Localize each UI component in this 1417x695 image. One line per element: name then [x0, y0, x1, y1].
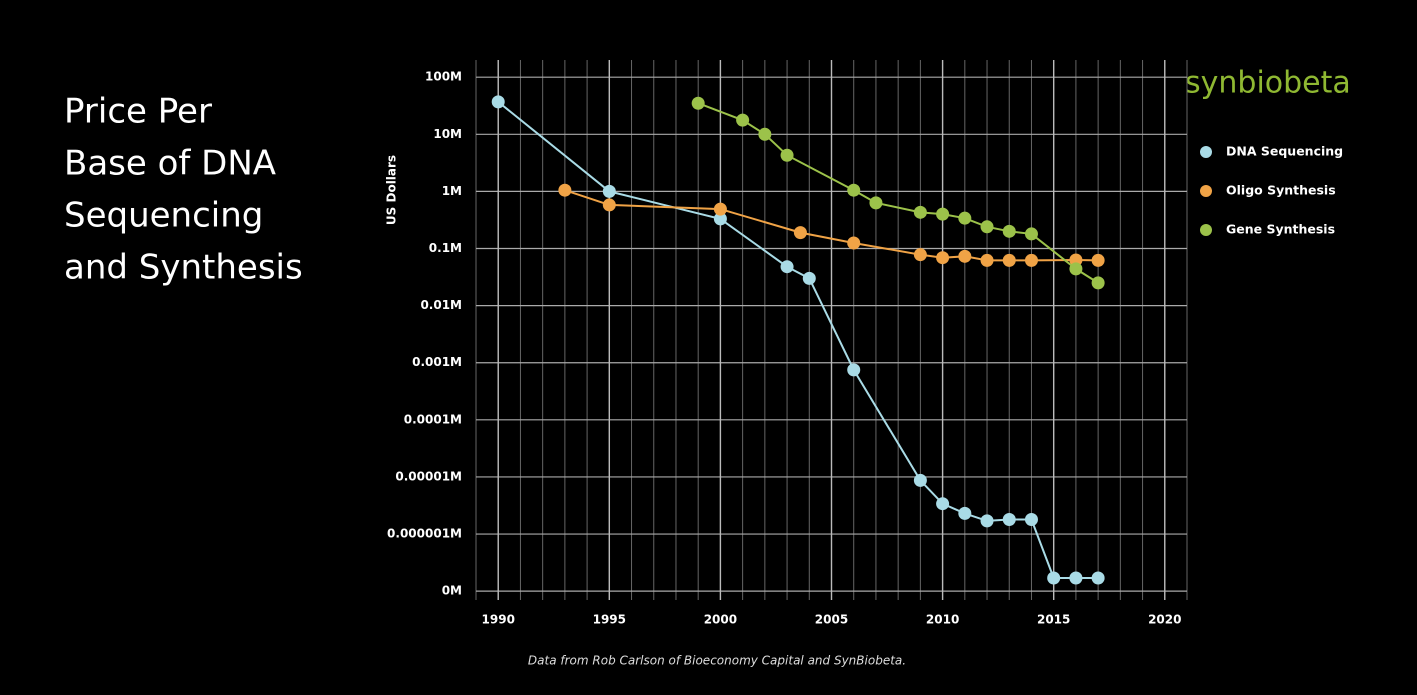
y-tick-label: 0.00001M [395, 469, 462, 483]
data-point [1047, 571, 1061, 585]
data-point [980, 253, 994, 267]
data-point [958, 506, 972, 520]
data-point [847, 363, 861, 377]
y-tick-label: 0.000001M [387, 527, 462, 541]
data-point [847, 236, 861, 250]
data-point [780, 148, 794, 162]
data-point [936, 251, 950, 265]
data-point [1002, 224, 1016, 238]
data-point [1091, 571, 1105, 585]
data-point [913, 473, 927, 487]
data-point [980, 220, 994, 234]
data-point [958, 249, 972, 263]
y-tick-label: 10M [433, 127, 462, 141]
legend-swatch [1200, 185, 1212, 197]
y-tick-label: 1M [442, 184, 462, 198]
chart-title: and Synthesis [64, 248, 303, 288]
data-point [758, 127, 772, 141]
legend-label: DNA Sequencing [1226, 144, 1343, 159]
data-point [602, 184, 616, 198]
data-point [980, 514, 994, 528]
data-point [936, 497, 950, 511]
logo: synbiobeta [1185, 66, 1351, 101]
x-tick-label: 2000 [704, 613, 737, 627]
y-tick-label: 0M [442, 584, 462, 598]
data-point [1002, 253, 1016, 267]
data-point [958, 211, 972, 225]
data-point [491, 95, 505, 109]
data-point [1069, 253, 1083, 267]
data-point [713, 212, 727, 226]
y-tick-label: 0.001M [412, 355, 462, 369]
data-point [736, 113, 750, 127]
y-tick-label: 100M [425, 70, 462, 84]
data-point [913, 205, 927, 219]
data-point [558, 183, 572, 197]
y-axis-label: US Dollars [385, 155, 399, 225]
data-point [1091, 276, 1105, 290]
data-point [1024, 253, 1038, 267]
y-tick-label: 0.0001M [404, 412, 462, 426]
data-point [1024, 512, 1038, 526]
x-tick-label: 2015 [1037, 613, 1070, 627]
chart-title: Sequencing [64, 196, 263, 236]
legend-swatch [1200, 224, 1212, 236]
data-point [780, 260, 794, 274]
legend-label: Gene Synthesis [1226, 222, 1335, 237]
x-tick-label: 2020 [1148, 613, 1181, 627]
x-tick-label: 2005 [815, 613, 848, 627]
data-point [691, 96, 705, 110]
data-point [793, 226, 807, 240]
source-note: Data from Rob Carlson of Bioeconomy Capi… [528, 654, 906, 668]
legend-swatch [1200, 146, 1212, 158]
data-point [802, 271, 816, 285]
data-point [1069, 571, 1083, 585]
x-tick-label: 1990 [482, 613, 515, 627]
chart-title: Base of DNA [64, 144, 276, 184]
data-point [713, 202, 727, 216]
legend-label: Oligo Synthesis [1226, 183, 1336, 198]
data-point [1069, 262, 1083, 276]
data-point [1091, 253, 1105, 267]
y-tick-label: 0.1M [429, 241, 462, 255]
x-tick-label: 1995 [593, 613, 626, 627]
data-point [1024, 227, 1038, 241]
data-point [913, 248, 927, 262]
y-tick-label: 0.01M [420, 298, 462, 312]
data-point [1002, 512, 1016, 526]
data-point [869, 196, 883, 210]
data-point [936, 207, 950, 221]
data-point [847, 183, 861, 197]
data-point [602, 198, 616, 212]
chart-title: Price Per [64, 92, 212, 132]
x-tick-label: 2010 [926, 613, 959, 627]
